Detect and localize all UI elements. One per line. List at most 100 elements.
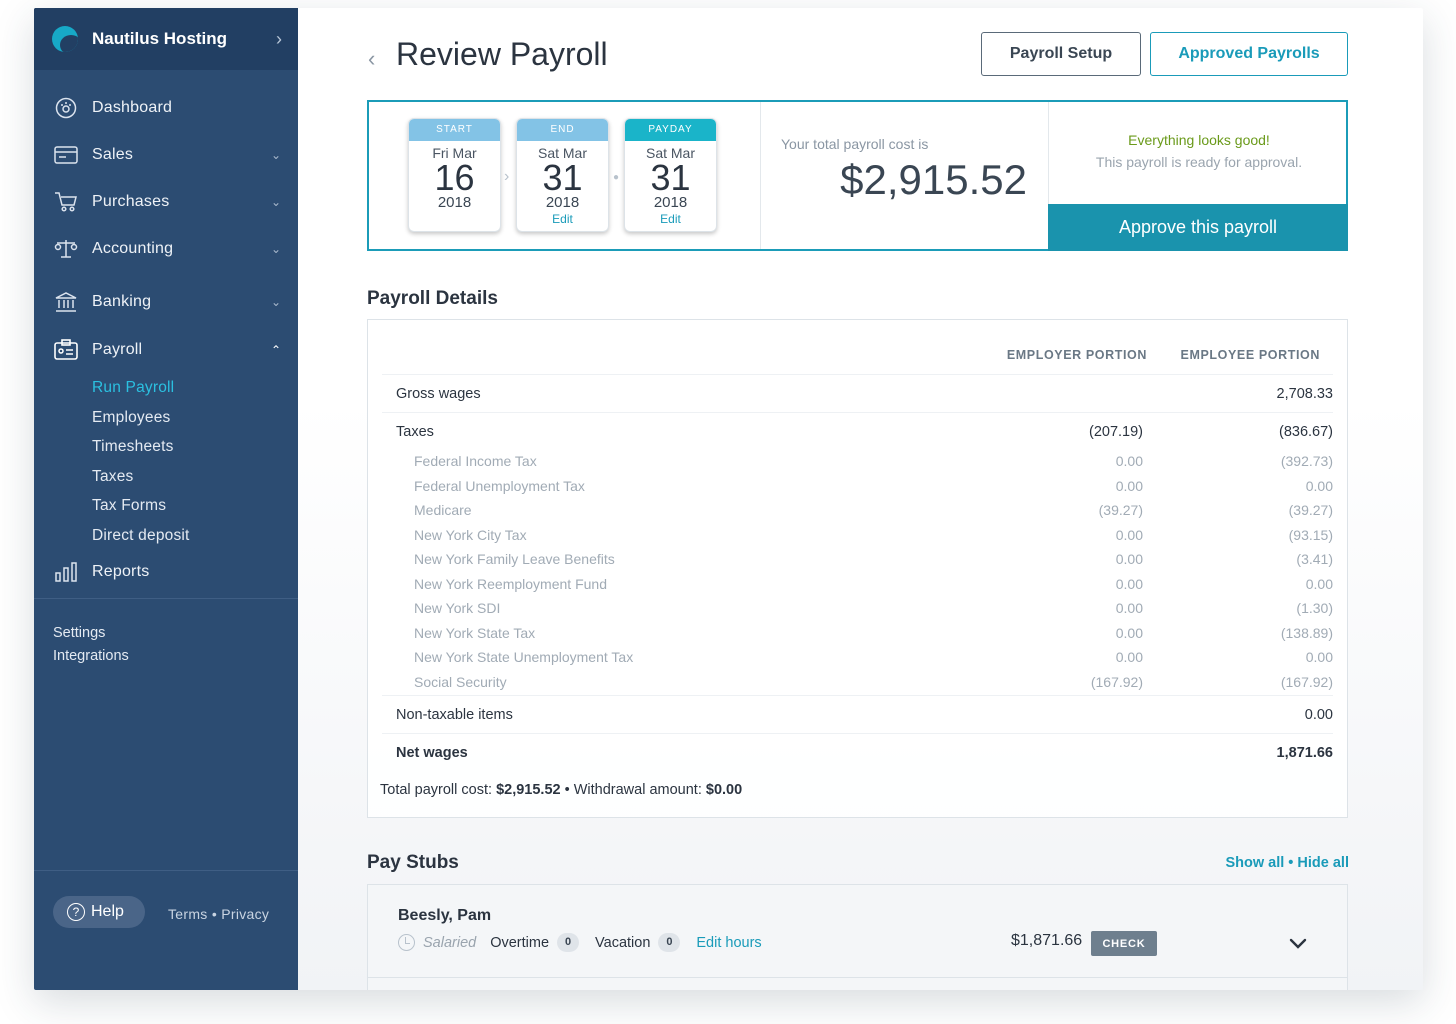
tax-item-label: New York State Unemployment Tax xyxy=(414,649,634,666)
overtime-label: Overtime xyxy=(490,934,550,951)
employee-value: 2,708.33 xyxy=(1276,385,1333,402)
nav-item-sales[interactable]: Sales ⌄ xyxy=(34,131,298,178)
employee-value: 0.00 xyxy=(1304,706,1333,723)
nav-item-banking[interactable]: Banking ⌄ xyxy=(34,278,298,325)
terms-link[interactable]: Terms xyxy=(168,906,208,922)
back-chevron-icon[interactable]: ‹ xyxy=(368,46,376,71)
nav-label: Sales xyxy=(92,145,134,163)
stub-divider xyxy=(368,977,1347,978)
scale-icon xyxy=(54,237,78,261)
nav-item-reports[interactable]: Reports xyxy=(34,548,298,595)
employee-name: Beesly, Pam xyxy=(398,907,492,924)
vacation-count-badge: 0 xyxy=(658,933,681,952)
payroll-icon xyxy=(54,338,78,362)
chevron-down-icon: ⌄ xyxy=(270,147,282,162)
employee-value: 0.00 xyxy=(1305,477,1333,494)
help-button[interactable]: ? Help xyxy=(53,896,145,928)
tax-item-row: Federal Income Tax 0.00 (392.73) xyxy=(382,449,1333,474)
nav-item-accounting[interactable]: Accounting ⌄ xyxy=(34,225,298,272)
question-icon: ? xyxy=(67,903,85,921)
employer-value: 0.00 xyxy=(1115,477,1143,494)
employer-value: 0.00 xyxy=(1115,624,1143,641)
status-subtitle: This payroll is ready for approval. xyxy=(1095,154,1303,170)
main-content: ‹ Review Payroll Payroll Setup Approved … xyxy=(298,8,1423,990)
calendar-year: 2018 xyxy=(437,194,472,211)
calendar-year: 2018 xyxy=(545,194,580,211)
brand-switcher[interactable]: Nautilus Hosting › xyxy=(34,8,298,70)
payroll-details-table: EMPLOYER PORTION EMPLOYEE PORTION Gross … xyxy=(367,319,1348,818)
chevron-down-icon[interactable] xyxy=(1286,931,1310,955)
nav-label: Purchases xyxy=(92,192,170,210)
employee-value: (39.27) xyxy=(1288,502,1333,519)
legal-links: Terms • Privacy xyxy=(168,906,269,922)
payroll-setup-button[interactable]: Payroll Setup xyxy=(981,32,1141,76)
tax-item-label: New York Reemployment Fund xyxy=(414,575,607,592)
calendar-day: 31 xyxy=(650,157,691,198)
payday-date-card: PAYDAY Sat Mar 31 2018 Edit xyxy=(624,118,717,232)
nav-label: Reports xyxy=(92,562,150,580)
bank-icon xyxy=(54,290,78,314)
employer-value: 0.00 xyxy=(1115,600,1143,617)
show-all-link[interactable]: Show all xyxy=(1225,855,1285,871)
subnav-run-payroll[interactable]: Run Payroll xyxy=(92,379,175,396)
reports-icon xyxy=(54,560,78,584)
edit-hours-link[interactable]: Edit hours xyxy=(696,934,762,951)
table-row: Gross wages 2,708.33 xyxy=(382,374,1333,412)
tax-item-row: New York SDI 0.00 (1.30) xyxy=(382,596,1333,621)
subnav-timesheets[interactable]: Timesheets xyxy=(92,438,174,456)
calendar-weekday-month: Sat Mar xyxy=(645,145,695,161)
employee-value: 0.00 xyxy=(1305,575,1333,592)
tax-item-row: Federal Unemployment Tax 0.00 0.00 xyxy=(382,474,1333,499)
page-title: Review Payroll xyxy=(396,36,608,72)
edit-end-date-link[interactable]: Edit xyxy=(552,212,573,226)
privacy-link[interactable]: Privacy xyxy=(221,906,270,922)
subnav-tax-forms[interactable]: Tax Forms xyxy=(92,497,167,515)
tax-item-label: Medicare xyxy=(414,502,472,519)
tax-item-row: New York City Tax 0.00 (93.15) xyxy=(382,523,1333,548)
tax-item-label: New York Family Leave Benefits xyxy=(414,551,615,568)
employee-value: (1.30) xyxy=(1296,600,1333,617)
table-row: Taxes (207.19) (836.67) xyxy=(382,412,1333,450)
hide-all-link[interactable]: Hide all xyxy=(1297,855,1349,871)
legal-separator: • xyxy=(207,906,222,922)
approved-payrolls-button[interactable]: Approved Payrolls xyxy=(1150,32,1348,76)
nav-item-purchases[interactable]: Purchases ⌄ xyxy=(34,178,298,225)
payroll-submenu: Run Payroll Employees Timesheets Taxes T… xyxy=(34,373,298,551)
employee-value: (138.89) xyxy=(1280,624,1333,641)
payroll-totals-line: Total payroll cost: $2,915.52 • Withdraw… xyxy=(380,782,742,798)
employer-value: 0.00 xyxy=(1115,453,1143,470)
settings-link[interactable]: Settings xyxy=(53,625,106,641)
tax-item-label: New York City Tax xyxy=(414,526,527,543)
tax-item-label: Social Security xyxy=(414,673,507,690)
cost-label: Your total payroll cost is xyxy=(781,136,929,152)
chevron-right-icon: › xyxy=(276,28,282,49)
calendar-day: 31 xyxy=(542,157,583,198)
withdrawal-value: $0.00 xyxy=(705,782,743,798)
employee-column-header: EMPLOYEE PORTION xyxy=(1180,348,1320,362)
pay-stub-card[interactable]: Beesly, Pam Salaried Overtime 0 Vacation… xyxy=(367,884,1348,990)
help-label: Help xyxy=(91,903,124,920)
subnav-direct-deposit[interactable]: Direct deposit xyxy=(92,526,190,544)
subnav-taxes[interactable]: Taxes xyxy=(92,467,134,485)
app-window: Nautilus Hosting › Dashboard Sales ⌄ xyxy=(34,8,1423,990)
total-cost-amount: $2,915.52 xyxy=(840,156,1027,203)
links-separator: • xyxy=(1284,855,1298,871)
edit-payday-link[interactable]: Edit xyxy=(660,212,681,226)
employer-value: 0.00 xyxy=(1115,575,1143,592)
status-title: Everything looks good! xyxy=(1128,132,1270,148)
subnav-employees[interactable]: Employees xyxy=(92,408,171,426)
tax-item-row: New York State Tax 0.00 (138.89) xyxy=(382,621,1333,646)
nav-label: Banking xyxy=(92,292,152,310)
summary-divider xyxy=(1048,102,1049,249)
pay-type: Salaried xyxy=(423,934,477,951)
tax-item-row: Social Security (167.92) (167.92) xyxy=(382,670,1333,695)
approve-payroll-button[interactable]: Approve this payroll xyxy=(1048,204,1348,251)
chevron-up-icon: ⌃ xyxy=(270,342,282,357)
nav-item-dashboard[interactable]: Dashboard xyxy=(34,84,298,131)
pay-stubs-title: Pay Stubs xyxy=(367,852,459,873)
employer-value: 0.00 xyxy=(1115,526,1143,543)
nav-item-payroll[interactable]: Payroll ⌃ xyxy=(34,326,298,373)
integrations-link[interactable]: Integrations xyxy=(53,648,129,664)
calendar-caption: END xyxy=(517,119,608,141)
payroll-details-title: Payroll Details xyxy=(367,288,498,309)
